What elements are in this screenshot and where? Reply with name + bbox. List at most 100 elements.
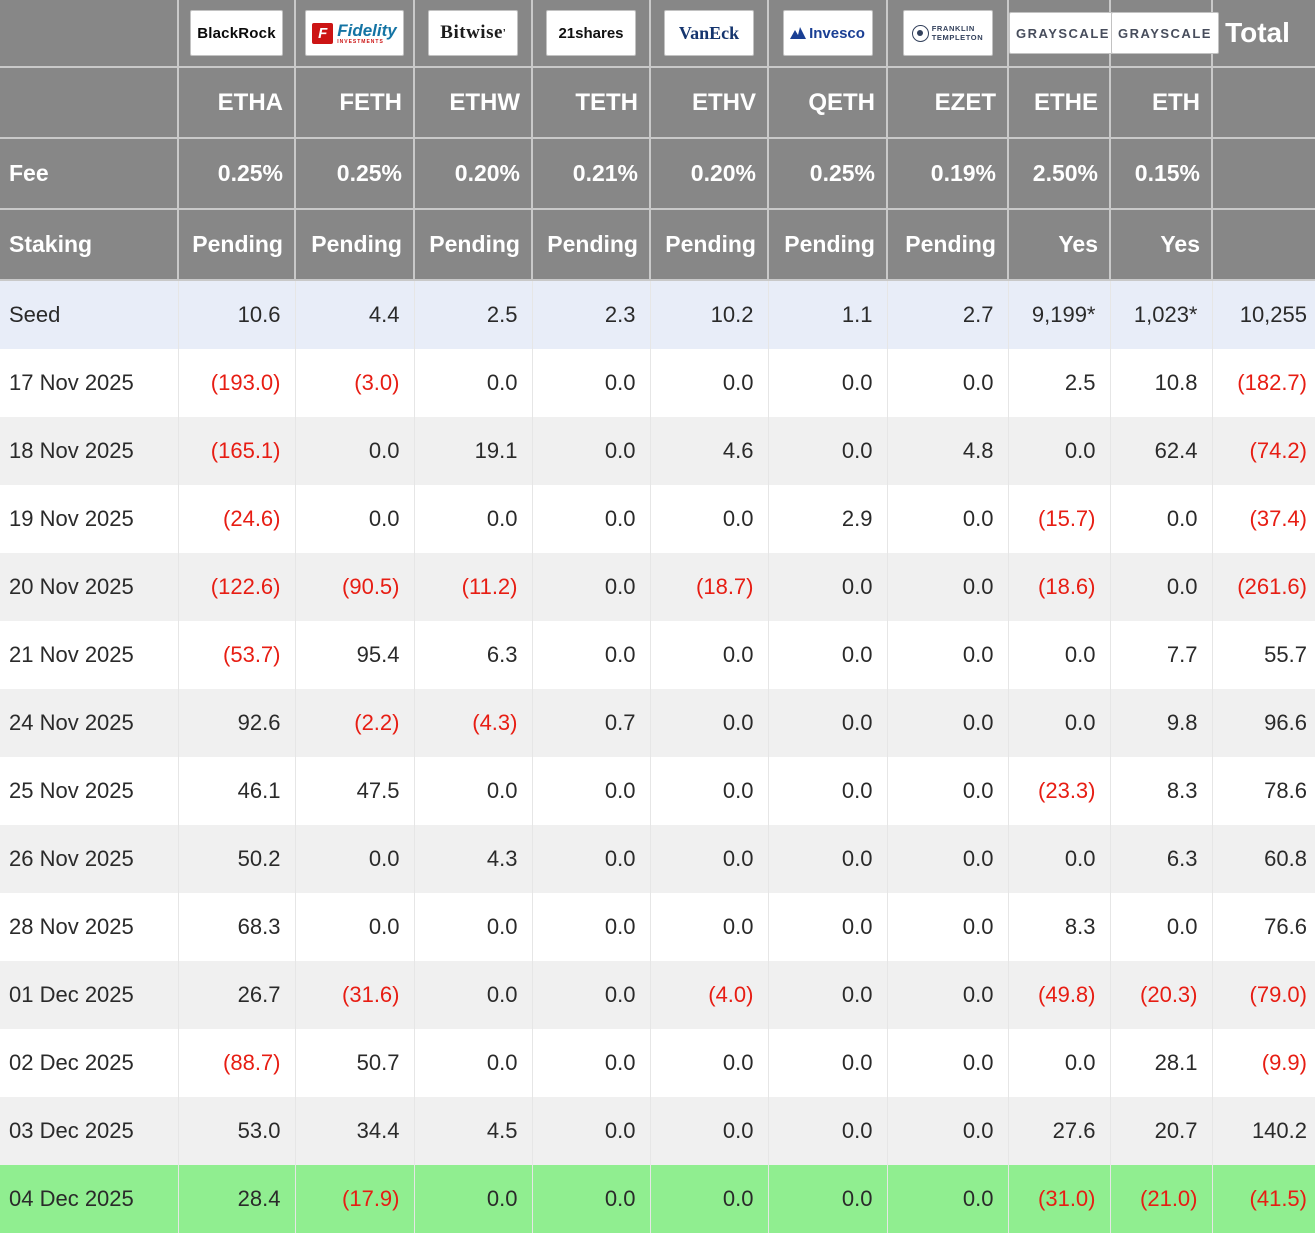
cell-ethv: 0.0	[650, 757, 769, 825]
cell-ethe: 0.0	[1008, 689, 1111, 757]
cell-ethw: 0.0	[414, 757, 533, 825]
cell-date: 19 Nov 2025	[0, 485, 179, 553]
cell-ezet: 0.0	[887, 485, 1009, 553]
cell-teth: 0.0	[532, 825, 651, 893]
seed-ezet: 2.7	[887, 280, 1009, 349]
staking-feth: Pending	[295, 209, 415, 281]
cell-total: (37.4)	[1212, 485, 1315, 553]
fee-row-label: Fee	[0, 138, 179, 210]
cell-teth: 0.0	[532, 1165, 651, 1233]
cell-ethv: (18.7)	[650, 553, 769, 621]
fee-ethv: 0.20%	[650, 138, 769, 210]
cell-total: 60.8	[1212, 825, 1315, 893]
cell-ethe: 2.5	[1008, 349, 1111, 417]
table-header: BlackRock F Fidelity INVESTMENTS Bitwise…	[0, 0, 1315, 281]
cell-total: (182.7)	[1212, 349, 1315, 417]
staking-row-label: Staking	[0, 209, 179, 281]
cell-teth: 0.0	[532, 893, 651, 961]
seed-ethe: 9,199*	[1008, 280, 1111, 349]
staking-ethw: Pending	[414, 209, 533, 281]
cell-ethw: 0.0	[414, 485, 533, 553]
cell-date: 20 Nov 2025	[0, 553, 179, 621]
cell-total: (74.2)	[1212, 417, 1315, 485]
cell-feth: 47.5	[295, 757, 415, 825]
staking-row: Staking Pending Pending Pending Pending …	[0, 209, 1315, 281]
cell-etha: 68.3	[178, 893, 296, 961]
seed-row: Seed 10.6 4.4 2.5 2.3 10.2 1.1 2.7 9,199…	[0, 280, 1315, 349]
issuer-cell-fidelity: F Fidelity INVESTMENTS	[295, 0, 415, 68]
cell-feth: 34.4	[295, 1097, 415, 1165]
cell-eth: (21.0)	[1110, 1165, 1213, 1233]
table-row: 18 Nov 2025 (165.1) 0.0 19.1 0.0 4.6 0.0…	[0, 417, 1315, 485]
fee-row: Fee 0.25% 0.25% 0.20% 0.21% 0.20% 0.25% …	[0, 138, 1315, 210]
franklin-logo-line1: FRANKLIN	[931, 24, 975, 33]
fee-ethw: 0.20%	[414, 138, 533, 210]
cell-ethw: 0.0	[414, 1165, 533, 1233]
cell-etha: (24.6)	[178, 485, 296, 553]
cell-eth: 9.8	[1110, 689, 1213, 757]
cell-ethe: (49.8)	[1008, 961, 1111, 1029]
vaneck-logo: VanEck	[664, 10, 754, 56]
bitwise-trademark: ’	[502, 27, 506, 39]
fidelity-logo: F Fidelity INVESTMENTS	[305, 10, 404, 56]
cell-feth: 0.0	[295, 417, 415, 485]
cell-ethe: 0.0	[1008, 1029, 1111, 1097]
cell-ethw: 0.0	[414, 961, 533, 1029]
seed-qeth: 1.1	[768, 280, 888, 349]
cell-ezet: 0.0	[887, 1165, 1009, 1233]
cell-date: 03 Dec 2025	[0, 1097, 179, 1165]
total-column-header: Total	[1212, 0, 1315, 68]
cell-ethw: 6.3	[414, 621, 533, 689]
grayscale-logo: GRAYSCALE	[1009, 12, 1117, 54]
cell-ezet: 0.0	[887, 961, 1009, 1029]
franklin-templeton-logo: FRANKLIN TEMPLETON	[902, 10, 993, 56]
cell-etha: 50.2	[178, 825, 296, 893]
cell-feth: (17.9)	[295, 1165, 415, 1233]
cell-qeth: 0.0	[768, 689, 888, 757]
cell-ezet: 0.0	[887, 825, 1009, 893]
cell-teth: 0.0	[532, 417, 651, 485]
franklin-head-icon	[911, 24, 929, 42]
cell-total: (9.9)	[1212, 1029, 1315, 1097]
table-row: 04 Dec 2025 28.4 (17.9) 0.0 0.0 0.0 0.0 …	[0, 1165, 1315, 1233]
table-row: 02 Dec 2025 (88.7) 50.7 0.0 0.0 0.0 0.0 …	[0, 1029, 1315, 1097]
cell-ethe: (15.7)	[1008, 485, 1111, 553]
cell-ethe: (18.6)	[1008, 553, 1111, 621]
21shares-logo-text: 21shares	[558, 24, 624, 42]
cell-teth: 0.0	[532, 553, 651, 621]
cell-ethe: 0.0	[1008, 417, 1111, 485]
cell-ethe: 27.6	[1008, 1097, 1111, 1165]
cell-ethv: 0.0	[650, 689, 769, 757]
staking-total-empty	[1212, 209, 1315, 281]
cell-feth: 0.0	[295, 893, 415, 961]
cell-qeth: 0.0	[768, 1165, 888, 1233]
table-row: 20 Nov 2025 (122.6) (90.5) (11.2) 0.0 (1…	[0, 553, 1315, 621]
cell-total: 55.7	[1212, 621, 1315, 689]
seed-total: 10,255	[1212, 280, 1315, 349]
cell-qeth: 2.9	[768, 485, 888, 553]
fee-ethe: 2.50%	[1008, 138, 1111, 210]
staking-ethe: Yes	[1008, 209, 1111, 281]
cell-eth: 0.0	[1110, 485, 1213, 553]
cell-teth: 0.0	[532, 621, 651, 689]
cell-date: 02 Dec 2025	[0, 1029, 179, 1097]
blackrock-logo: BlackRock	[190, 10, 283, 56]
ticker-total-empty	[1212, 67, 1315, 139]
table-row: 01 Dec 2025 26.7 (31.6) 0.0 0.0 (4.0) 0.…	[0, 961, 1315, 1029]
cell-teth: 0.0	[532, 485, 651, 553]
fee-eth: 0.15%	[1110, 138, 1213, 210]
cell-etha: (53.7)	[178, 621, 296, 689]
cell-ethw: (11.2)	[414, 553, 533, 621]
issuer-cell-blackrock: BlackRock	[178, 0, 296, 68]
cell-etha: (122.6)	[178, 553, 296, 621]
cell-eth: 10.8	[1110, 349, 1213, 417]
cell-etha: 53.0	[178, 1097, 296, 1165]
cell-ethv: 4.6	[650, 417, 769, 485]
cell-ezet: 0.0	[887, 1097, 1009, 1165]
cell-teth: 0.0	[532, 1097, 651, 1165]
fee-qeth: 0.25%	[768, 138, 888, 210]
cell-feth: 0.0	[295, 825, 415, 893]
issuer-cell-grayscale-ethe: GRAYSCALE	[1008, 0, 1117, 68]
cell-ethv: 0.0	[650, 1029, 769, 1097]
cell-ethv: 0.0	[650, 825, 769, 893]
